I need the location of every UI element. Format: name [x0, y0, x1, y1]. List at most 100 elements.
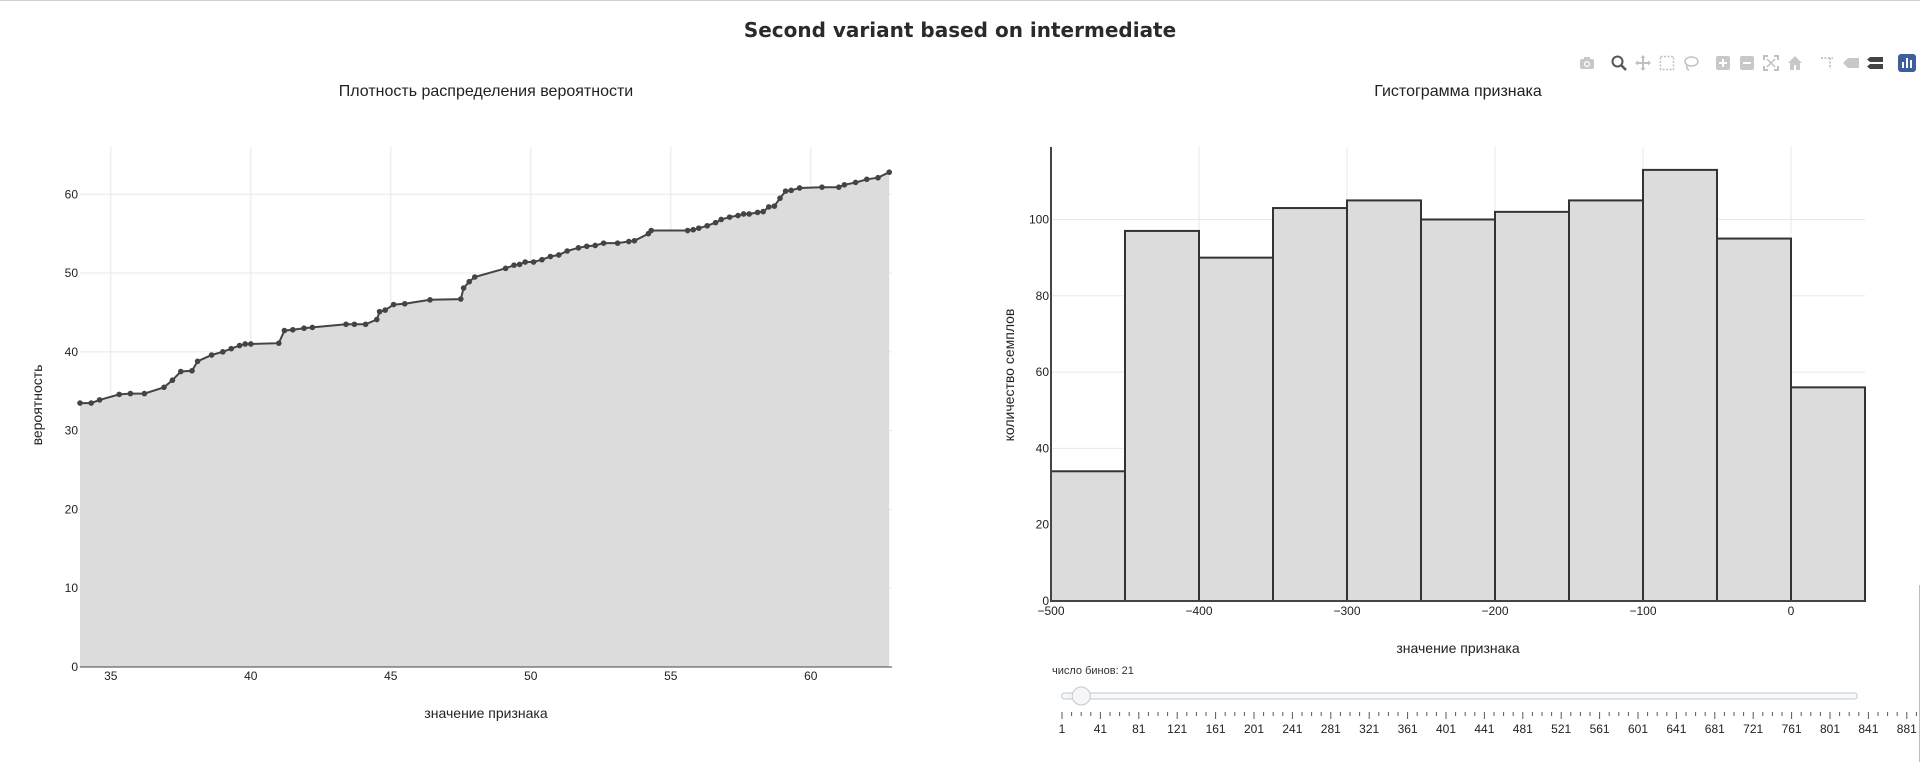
histogram-bar[interactable] [1346, 199, 1422, 602]
density-marker[interactable] [796, 185, 803, 191]
density-marker[interactable] [592, 242, 598, 249]
histogram-bar[interactable] [1790, 386, 1866, 602]
density-marker[interactable] [841, 182, 848, 188]
density-marker[interactable] [626, 238, 632, 245]
histogram-bar[interactable] [1642, 168, 1718, 603]
density-marker[interactable] [161, 384, 167, 391]
density-marker[interactable] [402, 300, 408, 307]
histogram-bar[interactable] [1124, 229, 1200, 602]
density-marker[interactable] [864, 176, 870, 183]
density-marker[interactable] [281, 327, 288, 334]
density-marker[interactable] [309, 324, 316, 331]
density-marker[interactable] [178, 368, 184, 375]
density-marker[interactable] [460, 285, 467, 291]
density-area-fill[interactable] [80, 172, 890, 667]
slider-rail[interactable] [1061, 692, 1858, 700]
density-marker[interactable] [466, 278, 473, 285]
density-marker[interactable] [735, 212, 741, 219]
density-marker[interactable] [390, 301, 397, 308]
lasso-select-icon[interactable] [1679, 52, 1703, 74]
autoscale-icon[interactable] [1759, 52, 1783, 74]
pan-icon[interactable] [1631, 52, 1655, 74]
density-marker[interactable] [712, 219, 719, 226]
density-marker[interactable] [836, 184, 842, 190]
spike-lines-icon[interactable] [1815, 52, 1839, 74]
density-marker[interactable] [766, 204, 772, 210]
density-marker[interactable] [690, 226, 696, 233]
density-marker[interactable] [886, 169, 892, 176]
histogram-bar[interactable] [1568, 199, 1644, 602]
density-marker[interactable] [600, 240, 607, 246]
density-marker[interactable] [575, 245, 582, 251]
density-marker[interactable] [530, 259, 537, 265]
density-marker[interactable] [516, 261, 523, 268]
density-marker[interactable] [96, 397, 103, 403]
density-marker[interactable] [458, 296, 464, 302]
density-marker[interactable] [276, 340, 282, 346]
density-marker[interactable] [740, 211, 747, 217]
density-marker[interactable] [382, 307, 389, 313]
density-marker[interactable] [771, 203, 778, 209]
density-marker[interactable] [556, 252, 562, 258]
density-marker[interactable] [522, 259, 528, 265]
slider-handle[interactable] [1071, 686, 1091, 706]
density-marker[interactable] [194, 358, 201, 365]
density-marker[interactable] [189, 367, 195, 374]
density-marker[interactable] [220, 349, 226, 355]
density-marker[interactable] [511, 262, 517, 268]
density-marker[interactable] [343, 321, 349, 328]
histogram-bar[interactable] [1050, 470, 1126, 602]
hover-compare-icon[interactable] [1863, 52, 1887, 74]
density-marker[interactable] [539, 256, 545, 263]
density-marker[interactable] [502, 265, 509, 272]
density-marker[interactable] [301, 325, 307, 332]
density-marker[interactable] [777, 195, 783, 202]
density-marker[interactable] [472, 274, 478, 280]
density-marker[interactable] [684, 227, 691, 234]
density-marker[interactable] [228, 345, 234, 352]
density-marker[interactable] [242, 341, 248, 347]
density-marker[interactable] [351, 321, 358, 328]
density-marker[interactable] [782, 188, 789, 194]
density-marker[interactable] [631, 237, 638, 244]
density-marker[interactable] [141, 390, 148, 397]
density-marker[interactable] [746, 211, 752, 217]
zoom-icon[interactable] [1607, 52, 1631, 74]
density-marker[interactable] [564, 248, 570, 254]
density-marker[interactable] [819, 184, 825, 190]
histogram-bar[interactable] [1420, 218, 1496, 602]
density-marker[interactable] [88, 400, 94, 406]
density-marker[interactable] [362, 321, 369, 328]
hover-closest-icon[interactable] [1839, 52, 1863, 74]
density-marker[interactable] [584, 243, 590, 250]
histogram-bar[interactable] [1198, 256, 1274, 602]
density-marker[interactable] [547, 253, 554, 260]
density-marker[interactable] [208, 352, 215, 358]
density-marker[interactable] [704, 222, 710, 229]
density-marker[interactable] [760, 208, 766, 215]
plotly-logo-icon[interactable] [1895, 52, 1919, 74]
density-marker[interactable] [852, 179, 859, 186]
zoom-out-icon[interactable] [1735, 52, 1759, 74]
histogram-bar[interactable] [1716, 237, 1792, 602]
density-marker[interactable] [754, 209, 761, 216]
histogram-bar[interactable] [1272, 207, 1348, 602]
density-marker[interactable] [127, 390, 134, 397]
reset-axes-icon[interactable] [1783, 52, 1807, 74]
density-marker[interactable] [875, 174, 881, 181]
histogram-bar[interactable] [1494, 210, 1570, 602]
bins-slider[interactable]: число бинов: 21 1 41 81 121 161 201 241 281 321 3… [1052, 665, 1920, 736]
density-marker[interactable] [427, 297, 433, 303]
density-marker[interactable] [374, 316, 380, 323]
density-marker[interactable] [248, 341, 254, 347]
density-marker[interactable] [290, 326, 296, 333]
density-marker[interactable] [696, 225, 702, 231]
density-marker[interactable] [648, 227, 654, 234]
density-marker[interactable] [726, 214, 733, 220]
camera-icon[interactable] [1575, 52, 1599, 74]
density-marker[interactable] [169, 377, 176, 384]
box-select-icon[interactable] [1655, 52, 1679, 74]
density-marker[interactable] [614, 240, 621, 246]
density-marker[interactable] [788, 187, 794, 194]
density-marker[interactable] [116, 391, 122, 398]
